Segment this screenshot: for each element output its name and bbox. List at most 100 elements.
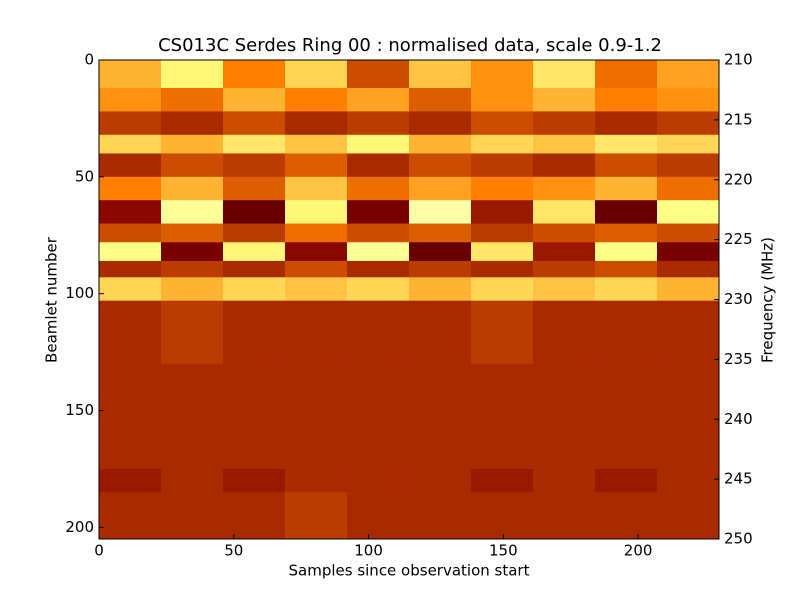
heatmap-cell	[595, 260, 658, 278]
heatmap-cell	[409, 111, 472, 136]
x-tick-label: 150	[489, 542, 518, 560]
heatmap-cell	[533, 468, 596, 493]
heatmap-cell	[409, 153, 472, 178]
heatmap-cell	[347, 260, 410, 278]
heatmap-cell	[533, 200, 596, 225]
heatmap-cell	[595, 223, 658, 243]
heatmap-cell	[99, 468, 162, 493]
axes: 0 50 100 150 2000501001502002102152202252302…	[65, 51, 752, 560]
y2-tick-label: 230	[724, 290, 753, 308]
heatmap-cell	[533, 242, 596, 262]
heatmap-cell	[99, 363, 162, 470]
heatmap-cell	[223, 176, 286, 201]
heatmap-cell	[595, 153, 658, 178]
heatmap-cell	[409, 468, 472, 493]
heatmap-cell	[409, 88, 472, 112]
heatmap-cell	[223, 200, 286, 225]
heatmap-cell	[347, 363, 410, 470]
heatmap-cell	[223, 277, 286, 302]
heatmap-cell	[595, 134, 658, 154]
heatmap-cell	[533, 60, 596, 89]
heatmap-cell	[161, 242, 224, 262]
heatmap-cell	[657, 300, 720, 365]
x-tick-label: 200	[624, 542, 653, 560]
y2-tick-label: 250	[724, 530, 753, 548]
heatmap-cell	[161, 60, 224, 89]
heatmap-cell	[347, 134, 410, 154]
heatmap-cell	[99, 492, 162, 540]
x-axis-label: Samples since observation start	[289, 562, 530, 580]
heatmap-cell	[161, 200, 224, 225]
heatmap-cell	[223, 492, 286, 540]
heatmap-cell	[285, 88, 348, 112]
y2-tick-label: 225	[724, 230, 753, 248]
heatmap-cell	[285, 134, 348, 154]
heatmap-cell	[161, 260, 224, 278]
x-tick-label: 50	[224, 542, 243, 560]
y-tick-label: 150	[65, 401, 94, 419]
heatmap-cell	[657, 468, 720, 493]
heatmap-cell	[595, 200, 658, 225]
heatmap-cell	[285, 200, 348, 225]
y-tick-label: 0	[84, 51, 94, 69]
heatmap-cell	[409, 223, 472, 243]
heatmap-cell	[347, 242, 410, 262]
heatmap-cell	[99, 111, 162, 136]
heatmap-cell	[99, 260, 162, 278]
heatmap-cell	[533, 223, 596, 243]
heatmap-cell	[347, 153, 410, 178]
y-tick-label: 200	[65, 518, 94, 536]
y2-tick-label: 220	[724, 170, 753, 188]
heatmap-cell	[409, 242, 472, 262]
y-tick-label: 100	[65, 284, 94, 302]
heatmap-cell	[657, 260, 720, 278]
heatmap-cell	[657, 60, 720, 89]
y2-tick-label: 245	[724, 470, 753, 488]
heatmap-cell	[657, 363, 720, 470]
heatmap-cell	[285, 363, 348, 470]
heatmap-cell	[99, 88, 162, 112]
heatmap-cell	[409, 277, 472, 302]
heatmap-cell	[471, 223, 534, 243]
heatmap-cell	[595, 492, 658, 540]
heatmap-cell	[533, 111, 596, 136]
heatmap	[99, 60, 720, 540]
heatmap-cell	[471, 277, 534, 302]
heatmap-cell	[223, 60, 286, 89]
heatmap-cell	[471, 468, 534, 493]
heatmap-cell	[409, 492, 472, 540]
heatmap-cell	[99, 60, 162, 89]
heatmap-cell	[657, 153, 720, 178]
heatmap-cell	[223, 134, 286, 154]
heatmap-cell	[657, 88, 720, 112]
heatmap-cell	[285, 300, 348, 365]
heatmap-cell	[285, 242, 348, 262]
heatmap-cell	[99, 153, 162, 178]
heatmap-cell	[533, 260, 596, 278]
heatmap-cell	[223, 468, 286, 493]
heatmap-cell	[409, 60, 472, 89]
heatmap-cell	[595, 111, 658, 136]
heatmap-cell	[223, 88, 286, 112]
heatmap-cell	[347, 88, 410, 112]
heatmap-cell	[595, 60, 658, 89]
y2-tick-label: 210	[724, 51, 753, 69]
heatmap-cell	[657, 176, 720, 201]
heatmap-cell	[223, 300, 286, 365]
heatmap-cell	[409, 300, 472, 365]
heatmap-cell	[99, 300, 162, 365]
heatmap-cell	[657, 111, 720, 136]
heatmap-cell	[657, 492, 720, 540]
heatmap-cell	[347, 200, 410, 225]
heatmap-cell	[471, 176, 534, 201]
heatmap-cell	[595, 277, 658, 302]
heatmap-cell	[161, 153, 224, 178]
heatmap-cell	[657, 242, 720, 262]
x-tick-label: 100	[354, 542, 383, 560]
heatmap-cell	[471, 134, 534, 154]
heatmap-cell	[285, 60, 348, 89]
heatmap-cell	[223, 260, 286, 278]
heatmap-cell	[223, 363, 286, 470]
heatmap-cell	[471, 153, 534, 178]
chart-title: CS013C Serdes Ring 00 : normalised data,…	[158, 35, 662, 56]
